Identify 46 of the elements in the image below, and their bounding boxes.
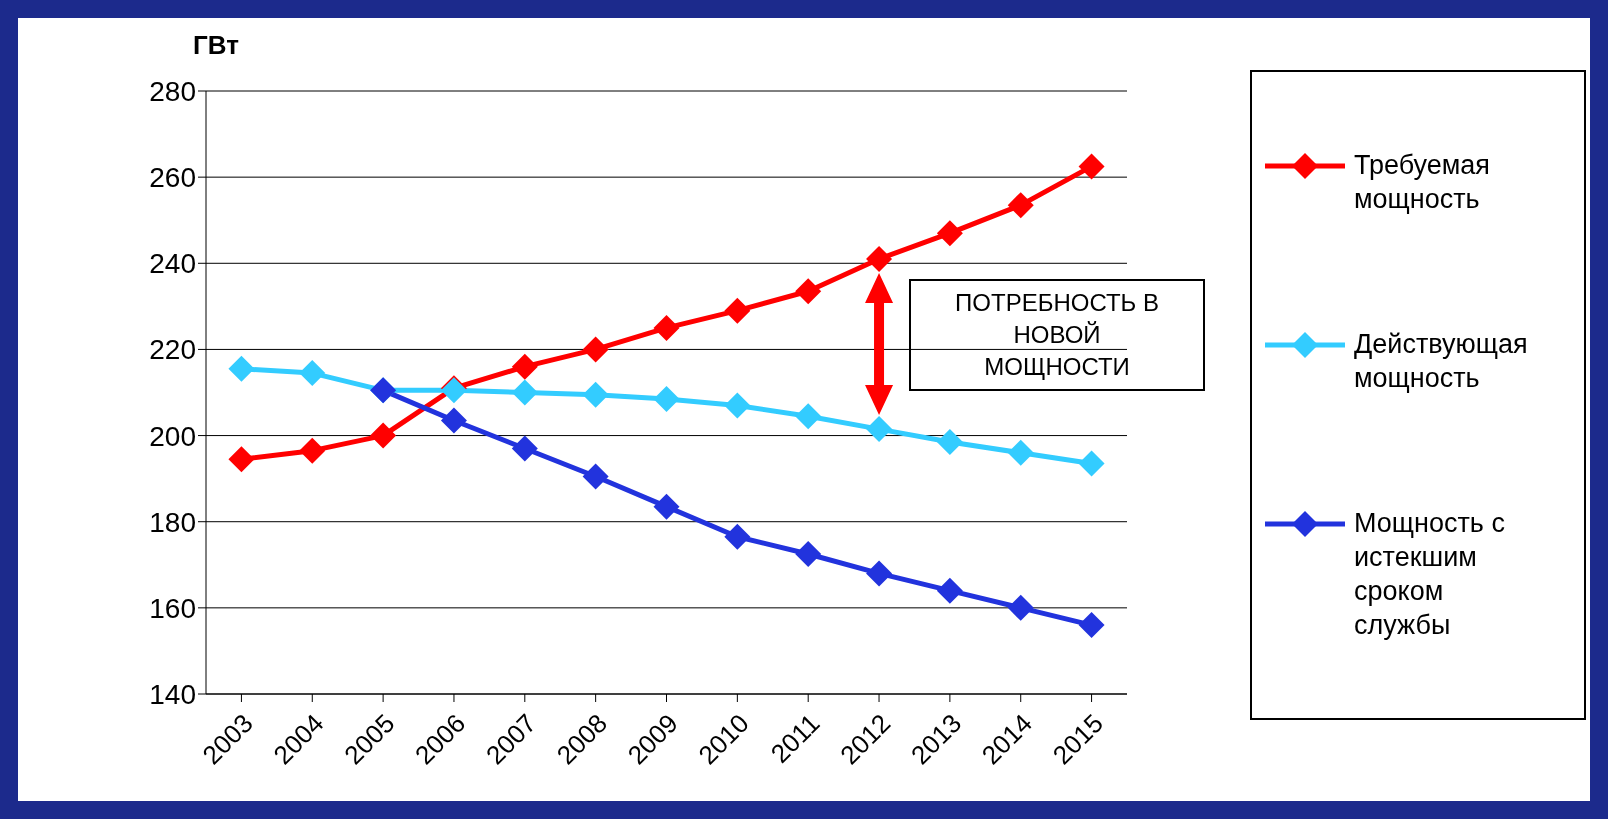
point (653, 314, 680, 341)
y-tick-label: 140 (149, 678, 196, 710)
point (1007, 192, 1034, 219)
point (724, 523, 751, 550)
point (299, 437, 326, 464)
y-axis-title: ГВт (193, 30, 239, 61)
point (582, 381, 609, 408)
point (795, 541, 822, 568)
point (795, 278, 822, 305)
point (582, 336, 609, 363)
y-tick-label: 160 (149, 592, 196, 624)
point (511, 353, 538, 380)
y-tick-label: 240 (149, 248, 196, 280)
point (582, 463, 609, 490)
point (511, 379, 538, 406)
point (653, 385, 680, 412)
point (936, 577, 963, 604)
point (511, 435, 538, 462)
point (1078, 450, 1105, 477)
point (724, 297, 751, 324)
point (1007, 594, 1034, 621)
point (866, 560, 893, 587)
legend-label: Требуемая мощность (1354, 148, 1491, 216)
point (228, 355, 255, 382)
y-tick-label: 260 (149, 162, 196, 194)
y-tick-label: 220 (149, 334, 196, 366)
y-tick-label: 200 (149, 420, 196, 452)
legend-label: Действующая мощность (1354, 328, 1529, 395)
point (866, 245, 893, 272)
point (795, 403, 822, 430)
legend-label: Мощность с истекшим сроком службы (1354, 507, 1506, 643)
point (724, 392, 751, 419)
point (1078, 612, 1105, 639)
point (370, 422, 397, 449)
y-tick-label: 180 (149, 506, 196, 538)
point (653, 493, 680, 520)
point (936, 429, 963, 456)
y-tick-label: 280 (149, 75, 196, 107)
point (228, 446, 255, 473)
point (440, 407, 467, 434)
point (1007, 439, 1034, 466)
point (936, 220, 963, 247)
text-box: ПОТРЕБНОСТЬ В НОВОЙ МОЩНОСТИ (909, 279, 1206, 392)
point (299, 360, 326, 387)
point (866, 416, 893, 443)
point (1078, 153, 1105, 180)
